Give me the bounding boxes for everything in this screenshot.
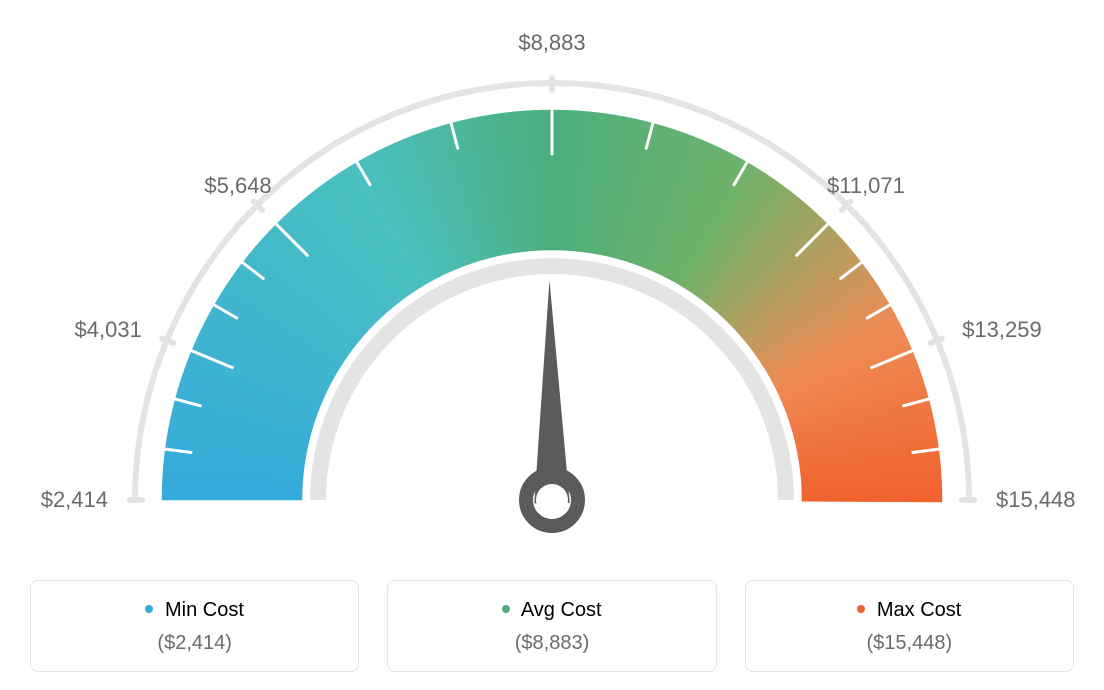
legend-card-avg: Avg Cost ($8,883) xyxy=(387,580,716,672)
legend-value-avg: ($8,883) xyxy=(398,632,705,655)
gauge-svg xyxy=(0,10,1104,570)
legend-title-avg: Avg Cost xyxy=(398,599,705,622)
gauge-scale-label: $8,883 xyxy=(518,30,585,56)
gauge-scale-label: $5,648 xyxy=(204,173,271,199)
legend-value-max: ($15,448) xyxy=(756,632,1063,655)
legend-title-min: Min Cost xyxy=(41,599,348,622)
gauge-scale-label: $13,259 xyxy=(962,317,1042,343)
legend-row: Min Cost ($2,414) Avg Cost ($8,883) Max … xyxy=(30,580,1074,672)
legend-dot-avg xyxy=(502,605,510,613)
legend-title-avg-text: Avg Cost xyxy=(521,599,602,621)
legend-dot-min xyxy=(145,605,153,613)
gauge-scale-label: $15,448 xyxy=(996,487,1076,513)
legend-title-min-text: Min Cost xyxy=(165,599,244,621)
legend-card-min: Min Cost ($2,414) xyxy=(30,580,359,672)
gauge-scale-label: $2,414 xyxy=(41,487,108,513)
legend-value-min: ($2,414) xyxy=(41,632,348,655)
legend-title-max: Max Cost xyxy=(756,599,1063,622)
chart-container: $2,414 $4,031 $5,648 $8,883 $11,071 $13,259 $1… xyxy=(0,0,1104,690)
gauge-scale-label: $11,071 xyxy=(827,173,905,199)
gauge-area: $2,414 $4,031 $5,648 $8,883 $11,071 $13,259 $1… xyxy=(0,10,1104,570)
legend-title-max-text: Max Cost xyxy=(877,599,961,621)
gauge-needle-hub-hole xyxy=(536,484,568,516)
gauge-scale-label: $4,031 xyxy=(75,317,142,343)
legend-card-max: Max Cost ($15,448) xyxy=(745,580,1074,672)
legend-dot-max xyxy=(857,605,865,613)
